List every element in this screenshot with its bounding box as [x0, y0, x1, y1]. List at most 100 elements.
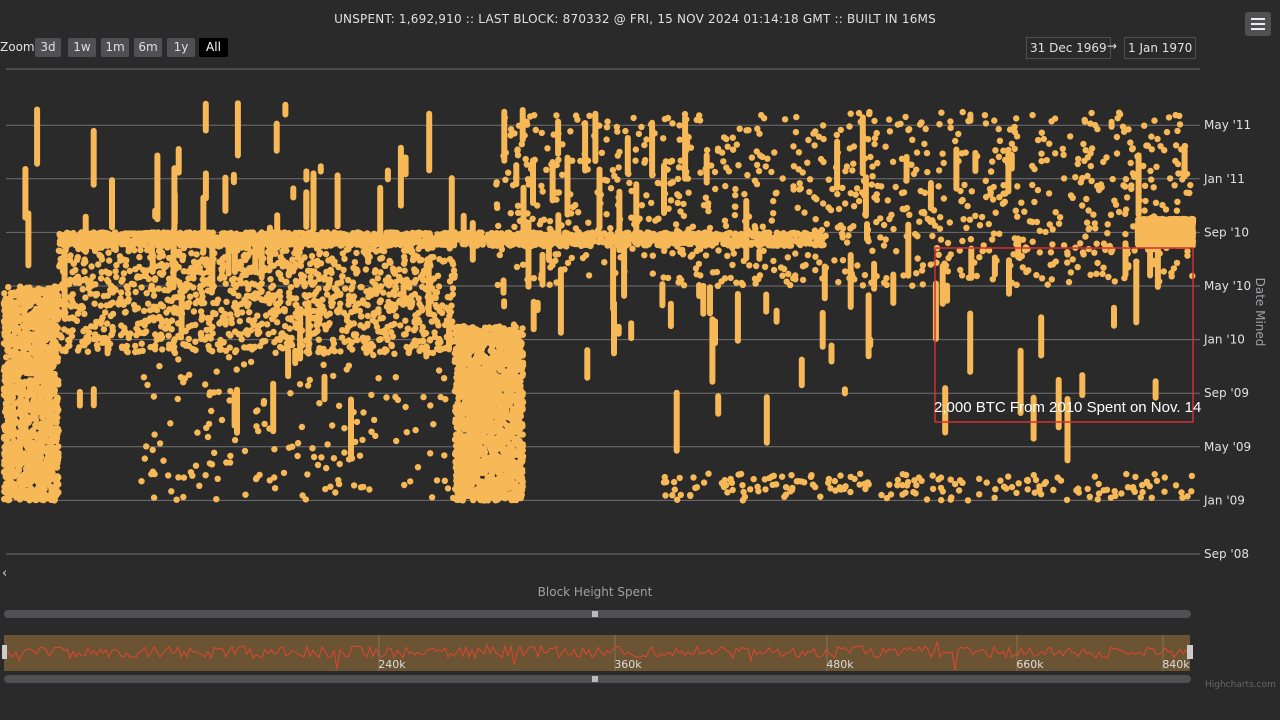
data-point [190, 308, 198, 315]
data-point [16, 496, 24, 503]
data-point [159, 319, 166, 326]
data-point [428, 318, 435, 325]
data-point [16, 296, 23, 303]
data-point [50, 317, 57, 324]
data-point [382, 262, 389, 269]
data-point [52, 305, 59, 312]
data-point [504, 468, 511, 475]
data-point [5, 283, 12, 291]
data-point [454, 349, 461, 356]
data-point [486, 463, 494, 470]
data-point [484, 440, 491, 447]
data-point [11, 430, 18, 438]
data-point [393, 313, 400, 320]
data-point [482, 339, 489, 346]
data-point [93, 290, 101, 298]
data-point [435, 322, 442, 329]
data-point [45, 380, 52, 387]
data-point [175, 251, 183, 259]
data-point [489, 484, 496, 492]
data-point [456, 324, 464, 331]
data-point [292, 261, 300, 268]
data-point [12, 342, 19, 349]
range-from-input[interactable]: 31 Dec 1969 [1026, 37, 1111, 59]
data-point [171, 294, 178, 301]
data-point [411, 319, 418, 326]
data-point [197, 283, 204, 290]
data-point [377, 336, 384, 343]
data-point [519, 404, 526, 411]
data-point [495, 348, 502, 356]
data-point [499, 393, 506, 400]
data-point [254, 327, 261, 334]
y-tick-label: May '11 [1204, 118, 1251, 132]
data-point [383, 303, 391, 310]
data-point [500, 452, 507, 460]
data-point [122, 308, 129, 316]
data-point [446, 256, 454, 263]
data-point [171, 336, 178, 343]
data-point [322, 326, 329, 333]
data-point [497, 384, 504, 391]
data-point [95, 261, 102, 268]
data-point [294, 254, 302, 261]
data-point [411, 337, 419, 344]
data-point [371, 309, 379, 316]
data-point [342, 285, 349, 292]
data-point [509, 420, 516, 428]
zoom-button-3d[interactable]: 3d [35, 38, 61, 57]
data-point [197, 268, 204, 276]
data-point [326, 320, 333, 327]
data-point [116, 253, 124, 260]
data-point [2, 304, 10, 311]
data-point [2, 437, 10, 444]
range-to-input[interactable]: 1 Jan 1970 [1124, 37, 1197, 59]
data-point [492, 392, 499, 399]
data-point [134, 320, 142, 327]
data-point [351, 307, 358, 314]
data-point [203, 326, 210, 334]
data-point [34, 405, 41, 412]
data-point [105, 249, 112, 256]
data-point [79, 286, 86, 293]
zoom-button-1y[interactable]: 1y [167, 38, 195, 57]
zoom-button-6m[interactable]: 6m [134, 38, 162, 57]
data-point [381, 327, 388, 334]
data-point [308, 252, 316, 260]
data-point [469, 415, 476, 422]
data-point [400, 247, 408, 254]
data-point [148, 245, 156, 253]
data-point [15, 305, 22, 313]
data-point [1, 297, 9, 305]
grid-lines [6, 124, 1200, 555]
data-point [118, 289, 125, 296]
data-point [106, 257, 113, 264]
hamburger-menu-icon[interactable] [1245, 12, 1271, 36]
data-point [21, 339, 28, 346]
data-point [353, 249, 360, 257]
data-point [88, 323, 95, 330]
zoom-button-1m[interactable]: 1m [101, 38, 129, 57]
data-point [221, 315, 229, 322]
data-point [165, 332, 172, 339]
data-point [94, 345, 101, 352]
data-point [464, 353, 471, 360]
data-point [20, 471, 27, 479]
data-point [308, 268, 315, 275]
zoom-button-all[interactable]: All [199, 38, 228, 57]
data-point [381, 346, 389, 353]
data-point [52, 486, 60, 493]
data-point [467, 454, 474, 461]
data-point [327, 266, 334, 274]
data-point [230, 275, 238, 282]
data-point [435, 283, 443, 290]
zoom-button-1w[interactable]: 1w [68, 38, 96, 57]
data-point [416, 300, 423, 308]
data-point [250, 291, 257, 299]
data-point [339, 273, 346, 280]
data-point [453, 409, 460, 417]
data-point [154, 335, 162, 342]
data-point [284, 334, 291, 341]
data-point [81, 310, 88, 318]
data-point [53, 395, 60, 403]
